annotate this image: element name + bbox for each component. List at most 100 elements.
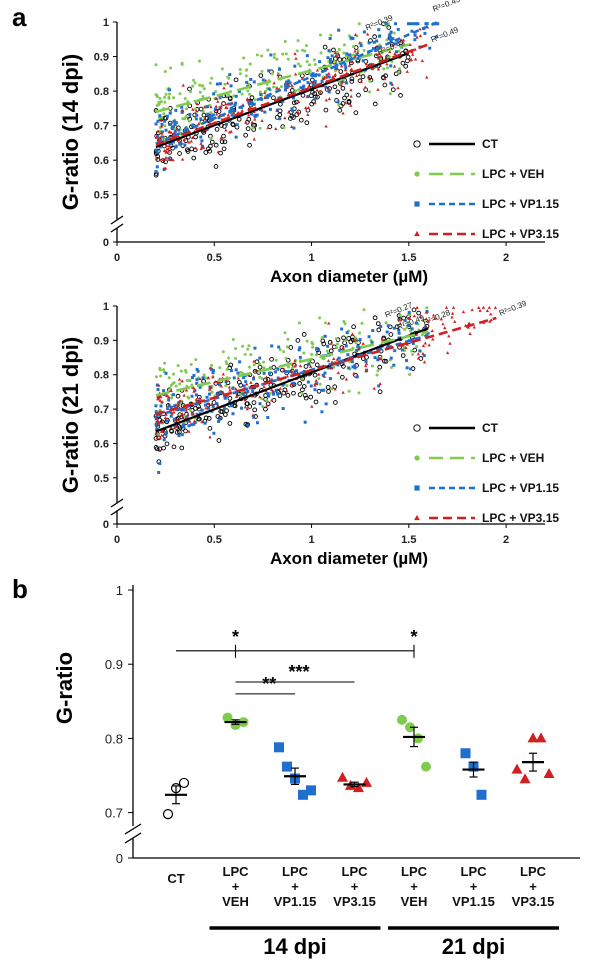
data-point [320,388,324,392]
category-label: + [470,879,478,894]
data-point [377,356,382,360]
data-point [245,68,249,72]
data-point [352,371,356,375]
data-point [320,338,326,344]
y-tick-label: 0.6 [94,155,109,167]
data-point [394,324,400,329]
data-point [377,384,381,388]
data-point [434,35,438,39]
data-point [333,59,337,63]
data-point [423,31,427,35]
data-point [210,402,214,406]
data-point [307,63,311,67]
data-point [198,396,202,400]
data-point [288,116,293,121]
data-point [169,429,175,434]
data-point [405,54,411,60]
data-point [332,84,338,90]
data-point [367,335,371,339]
data-point [318,91,322,95]
data-point [209,105,213,109]
data-point [227,395,233,401]
data-point [174,108,178,112]
data-point [184,416,188,420]
data-point [168,123,172,127]
data-point [189,363,193,367]
data-point [314,353,318,357]
data-point [408,43,412,47]
data-point [178,382,182,386]
data-point [298,64,302,68]
data-point [246,116,252,122]
data-point [251,126,255,130]
data-point [318,90,323,96]
data-point [234,368,238,372]
data-point [290,107,294,111]
data-point [291,390,296,396]
data-point [401,38,406,42]
data-point [382,67,386,71]
data-point [194,117,198,121]
category-label: + [410,879,418,894]
data-point [315,68,320,72]
data-point [272,52,276,56]
data-point [172,426,177,430]
data-point [370,364,374,368]
data-point [340,64,344,68]
data-point [275,86,279,90]
data-point [320,336,324,340]
data-point [208,116,212,120]
data-point [297,111,301,115]
data-point [294,56,298,60]
data-point [372,40,376,44]
data-point [236,116,242,122]
data-point [154,446,160,452]
data-point [178,142,182,146]
data-point [234,101,238,105]
data-point [191,155,197,161]
data-point [184,370,188,374]
data-point [164,155,168,159]
data-point [298,346,302,350]
data-point [346,100,352,105]
legend-marker [414,485,420,491]
data-point [226,81,230,85]
data-point [163,100,167,104]
data-point [270,398,274,402]
data-point [158,398,162,402]
data-point [406,22,410,26]
data-point [209,111,213,115]
data-point [218,383,222,387]
data-point [173,129,177,133]
y-tick-label: 0.8 [105,731,123,746]
data-point [318,60,322,64]
legend-marker [413,140,421,148]
data-point [166,149,171,153]
r-squared-label: R²=0.39 [498,299,528,318]
data-point [300,387,305,393]
data-point [328,37,332,41]
data-point [296,39,300,43]
data-point [311,72,315,76]
data-point [341,364,346,369]
data-point [293,72,298,76]
data-point [160,428,165,432]
data-point [193,389,197,393]
category-label: VEH [222,894,249,909]
data-point [227,130,232,134]
category-label: + [351,879,359,894]
data-point [253,368,258,372]
data-point [158,114,162,118]
data-point [269,53,273,57]
data-point [174,430,180,435]
data-point [199,141,203,145]
data-point [310,404,314,408]
data-point [320,410,324,414]
data-point [191,84,195,88]
data-point [398,313,402,317]
data-point [294,89,298,93]
data-point [268,107,272,111]
data-point [275,109,279,113]
data-point [425,75,429,79]
data-point [193,134,198,140]
